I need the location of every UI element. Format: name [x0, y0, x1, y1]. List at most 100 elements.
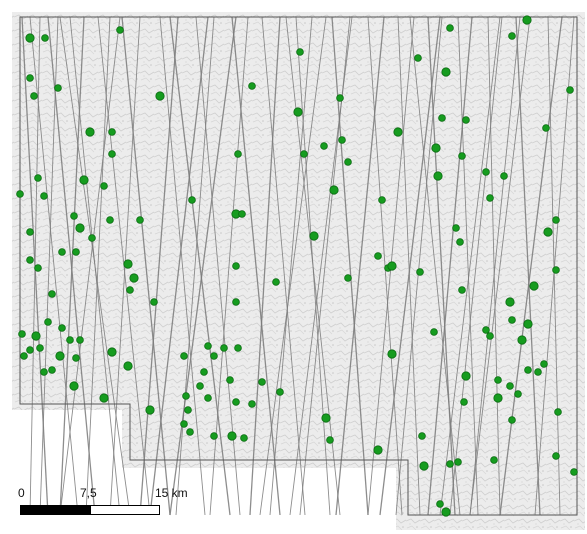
sample-site	[570, 468, 578, 476]
sample-site	[232, 298, 240, 306]
sample-site	[66, 336, 74, 344]
sample-site	[79, 175, 89, 185]
sample-site	[458, 152, 466, 160]
sample-site	[452, 224, 460, 232]
sample-site	[155, 91, 165, 101]
scale-label-15-km: 15 km	[155, 486, 188, 500]
sample-site	[300, 150, 308, 158]
sample-site	[107, 347, 117, 357]
sample-site	[129, 273, 139, 283]
sample-site	[338, 136, 346, 144]
sample-site	[248, 82, 256, 90]
sample-site	[55, 351, 65, 361]
flight-line	[397, 16, 421, 516]
scale-segment-white	[90, 505, 160, 515]
sample-site	[108, 128, 116, 136]
sample-site	[26, 256, 34, 264]
sample-site	[543, 227, 553, 237]
flight-line	[121, 16, 171, 516]
flight-line	[379, 16, 441, 516]
flight-line	[39, 16, 59, 516]
sample-site	[26, 74, 34, 82]
sample-site	[493, 393, 503, 403]
sample-sites	[16, 15, 578, 517]
sample-site	[186, 428, 194, 436]
sample-site	[182, 392, 190, 400]
sample-site	[232, 262, 240, 270]
sample-site	[446, 24, 454, 32]
flight-line	[231, 16, 281, 516]
sample-site	[34, 174, 42, 182]
sample-site	[431, 143, 441, 153]
sample-site	[200, 368, 208, 376]
flight-line	[261, 16, 306, 516]
sample-site	[41, 34, 49, 42]
flight-line	[209, 16, 249, 516]
sample-site	[534, 368, 542, 376]
flight-line	[469, 16, 531, 516]
sample-site	[26, 228, 34, 236]
sample-site	[204, 342, 212, 350]
sample-site	[276, 388, 284, 396]
sample-site	[482, 326, 490, 334]
flight-line	[457, 16, 479, 516]
sample-site	[40, 368, 48, 376]
flight-line	[534, 16, 575, 516]
sample-site	[441, 507, 451, 517]
sample-site	[36, 344, 44, 352]
sample-site	[72, 354, 80, 362]
sample-site	[72, 248, 80, 256]
flight-line	[427, 16, 473, 516]
sample-site	[248, 400, 256, 408]
flight-line	[169, 16, 237, 516]
sample-site	[40, 192, 48, 200]
sample-site	[320, 142, 328, 150]
sample-site	[58, 248, 66, 256]
terrain-area	[12, 12, 585, 530]
sample-site	[540, 360, 548, 368]
sample-site	[16, 190, 24, 198]
sample-site	[126, 286, 134, 294]
sample-site	[18, 330, 26, 338]
flight-line	[285, 16, 341, 516]
sample-site	[136, 216, 144, 224]
flight-line	[395, 16, 443, 516]
sample-site	[419, 461, 429, 471]
scale-bar: 0 7,5 15 km	[18, 486, 188, 526]
sample-site	[70, 212, 78, 220]
scale-segment-black	[20, 505, 90, 515]
flight-line	[159, 16, 206, 516]
flight-line	[409, 16, 461, 516]
sample-site	[456, 238, 464, 246]
sample-site	[272, 278, 280, 286]
sample-site	[494, 376, 502, 384]
flight-line	[335, 16, 385, 516]
sample-site	[220, 344, 228, 352]
flight-line	[59, 16, 121, 516]
sample-site	[20, 352, 28, 360]
sample-site	[196, 382, 204, 390]
sample-site	[393, 127, 403, 137]
sample-site	[99, 393, 109, 403]
sample-site	[373, 445, 383, 455]
sample-site	[461, 371, 471, 381]
sample-site	[552, 216, 560, 224]
flight-line	[469, 16, 521, 516]
sample-site	[258, 378, 266, 386]
sample-site	[462, 116, 470, 124]
sample-site	[490, 456, 498, 464]
scale-label-7-5: 7,5	[80, 486, 97, 500]
sample-site	[506, 382, 514, 390]
sample-site	[210, 352, 218, 360]
sample-site	[48, 366, 56, 374]
sample-site	[542, 124, 550, 132]
sample-site	[438, 114, 446, 122]
flight-line	[439, 16, 501, 516]
sample-site	[433, 171, 443, 181]
flight-line	[175, 16, 215, 516]
sample-site	[430, 328, 438, 336]
sample-site	[446, 460, 454, 468]
sample-site	[188, 196, 196, 204]
sample-site	[321, 413, 331, 423]
